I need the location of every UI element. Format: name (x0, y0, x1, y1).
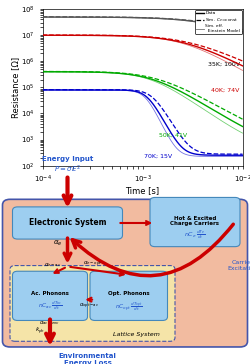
FancyBboxPatch shape (2, 199, 248, 347)
Text: Electronic System: Electronic System (29, 218, 106, 228)
Text: Opt. Phonons: Opt. Phonons (108, 290, 150, 296)
Text: $nC_{ac}\,\frac{dT_{ac}}{dt}$: $nC_{ac}\,\frac{dT_{ac}}{dt}$ (38, 300, 62, 313)
Text: Lattice System: Lattice System (113, 332, 160, 337)
Y-axis label: Resistance [Ω]: Resistance [Ω] (11, 57, 20, 118)
Text: Energy Input
$P = \sigma E^2$: Energy Input $P = \sigma E^2$ (42, 156, 93, 175)
Text: $\alpha_{e-opt}$: $\alpha_{e-opt}$ (83, 260, 102, 269)
Text: $\alpha_{e-ac}$: $\alpha_{e-ac}$ (44, 261, 61, 269)
Text: Ac. Phonons: Ac. Phonons (31, 290, 69, 296)
Text: 35K; 100V: 35K; 100V (208, 61, 240, 66)
Text: 40K; 74V: 40K; 74V (211, 87, 240, 92)
Text: $\alpha_{opt-ac}$: $\alpha_{opt-ac}$ (78, 302, 99, 311)
Text: $nC_e\,\frac{dT_e}{dt}$: $nC_e\,\frac{dT_e}{dt}$ (184, 228, 206, 241)
Text: $\alpha_{ac-env}$: $\alpha_{ac-env}$ (40, 319, 60, 327)
Text: $\alpha_e$: $\alpha_e$ (53, 239, 62, 248)
FancyBboxPatch shape (90, 271, 168, 320)
FancyBboxPatch shape (10, 266, 175, 341)
FancyBboxPatch shape (12, 207, 122, 239)
Text: $\hat{\kappa}_{ph}$: $\hat{\kappa}_{ph}$ (35, 325, 45, 336)
Text: Environmental
Energy Loss: Environmental Energy Loss (58, 353, 116, 364)
Legend: Data, Sim. $C_e$=const, Sim. eff.
  Einstein Model: Data, Sim. $C_e$=const, Sim. eff. Einste… (195, 10, 242, 34)
FancyBboxPatch shape (12, 271, 88, 320)
Text: 50K; 41V: 50K; 41V (160, 132, 188, 138)
FancyBboxPatch shape (150, 197, 240, 247)
Text: Carrier
Excitation: Carrier Excitation (227, 260, 250, 271)
X-axis label: Time [s]: Time [s] (126, 186, 160, 195)
Text: Hot & Excited
Charge Carriers: Hot & Excited Charge Carriers (170, 216, 220, 226)
Text: 70K; 15V: 70K; 15V (144, 154, 172, 159)
Text: $nC_{opt}\,\frac{dT_{opt}}{dt}$: $nC_{opt}\,\frac{dT_{opt}}{dt}$ (115, 300, 142, 313)
